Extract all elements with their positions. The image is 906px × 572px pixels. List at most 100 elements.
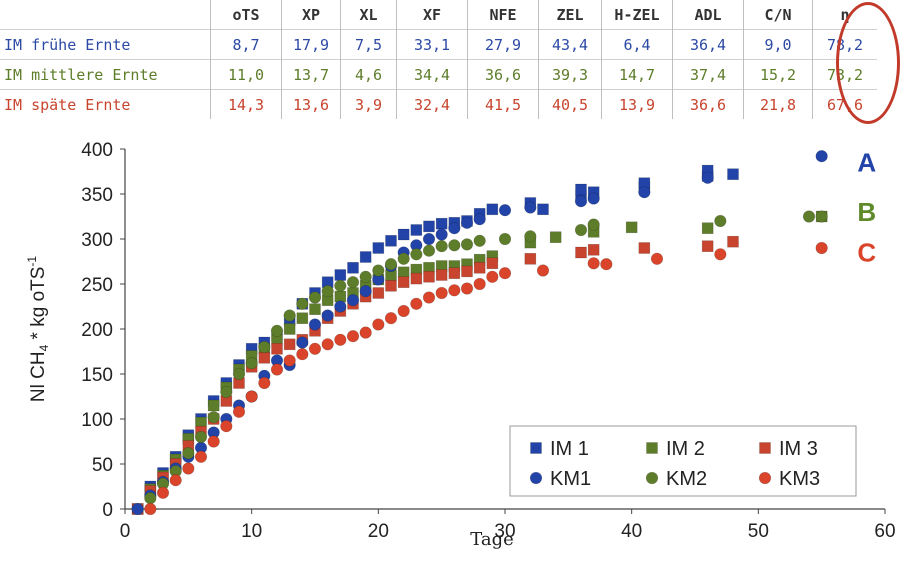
data-point xyxy=(549,231,562,243)
table-cell: 36,4 xyxy=(672,29,744,60)
data-point xyxy=(334,279,347,292)
y-tick-label: 250 xyxy=(81,275,113,296)
data-point xyxy=(410,224,423,236)
table-header-cell: ADL xyxy=(672,0,744,30)
table-cell: 11,0 xyxy=(210,59,282,90)
data-point xyxy=(600,258,613,271)
data-point xyxy=(587,192,600,205)
data-point xyxy=(473,277,486,291)
table-cell: 4,6 xyxy=(340,59,397,90)
data-point xyxy=(384,258,398,271)
data-point xyxy=(270,363,284,376)
data-point xyxy=(473,213,486,226)
data-point xyxy=(296,312,309,324)
parameter-table-grid: oTS XP XL XF NFE ZEL H-ZEL ADL C/N η IM frühe Ernt… xyxy=(0,0,877,119)
data-point xyxy=(815,150,828,163)
data-point xyxy=(207,435,220,448)
legend-label: KM2 xyxy=(666,468,707,490)
table-row-label: IM mittlere Ernte xyxy=(0,59,211,90)
data-point xyxy=(435,217,448,230)
table-row: IM späte Ernte 14,3 13,6 3,9 32,4 41,5 40,5 13,… xyxy=(0,89,877,119)
data-point xyxy=(245,357,258,370)
data-point xyxy=(283,323,296,335)
data-point xyxy=(334,269,347,281)
data-point xyxy=(359,326,372,339)
data-point xyxy=(575,246,587,259)
data-point xyxy=(220,385,233,399)
data-point xyxy=(587,257,600,270)
data-point xyxy=(308,318,322,331)
x-tick-label: 0 xyxy=(120,521,131,542)
table-cell: 13,7 xyxy=(281,59,341,90)
legend-marker xyxy=(530,442,542,454)
table-cell: 14,7 xyxy=(601,59,673,90)
table-cell: 36,6 xyxy=(672,89,744,119)
data-point xyxy=(498,267,512,280)
data-point xyxy=(802,210,816,223)
chart-labels: Tage Nl CH4 * kg oTS-1 ABC xyxy=(25,148,876,551)
data-point xyxy=(727,168,739,181)
data-point xyxy=(321,338,334,351)
x-tick-label: 40 xyxy=(621,521,642,542)
y-tick-label: 150 xyxy=(81,365,113,386)
data-point xyxy=(638,186,651,199)
data-point xyxy=(650,252,664,265)
y-tick-label: 50 xyxy=(92,455,113,476)
data-point xyxy=(638,242,651,254)
x-tick-label: 30 xyxy=(494,521,515,542)
x-axis-label: Tage xyxy=(470,529,514,550)
y-tick-label: 200 xyxy=(81,320,113,341)
curve-label: C xyxy=(857,238,876,268)
data-point xyxy=(448,284,461,297)
data-point xyxy=(587,244,600,256)
curve-label: B xyxy=(857,197,876,227)
table-header-cell: XL xyxy=(340,0,397,30)
data-point xyxy=(448,267,461,279)
methane-yield-chart: 0 10 20 30 40 50 60 0 50 100 150 200 250 300 350 400 IM… xyxy=(25,140,896,551)
data-point xyxy=(359,251,372,263)
data-point xyxy=(384,312,398,325)
data-point xyxy=(169,474,182,487)
data-point xyxy=(435,240,448,253)
y-tick-label: 400 xyxy=(81,140,113,161)
legend-marker xyxy=(759,442,771,454)
y-axis-label-sub: 4 xyxy=(37,344,51,351)
data-point xyxy=(486,257,499,270)
data-point xyxy=(423,271,435,283)
table-header-cell: oTS xyxy=(210,0,282,30)
table-cell: 43,4 xyxy=(538,29,602,60)
table-cell: 6,4 xyxy=(601,29,673,60)
data-point xyxy=(207,399,220,412)
data-point xyxy=(182,447,195,460)
legend-label: IM 2 xyxy=(666,438,705,460)
legend-label: KM3 xyxy=(779,468,820,490)
data-point xyxy=(321,285,334,298)
data-point xyxy=(258,352,271,364)
y-axis-label-sup: -1 xyxy=(25,256,39,267)
data-point xyxy=(397,276,410,288)
data-point xyxy=(346,294,360,307)
table-cell: 9,0 xyxy=(743,29,813,60)
table-cell: 13,9 xyxy=(601,89,673,119)
data-point xyxy=(308,291,322,304)
data-point xyxy=(473,262,486,274)
data-point xyxy=(385,235,397,247)
data-point xyxy=(182,462,195,475)
data-point xyxy=(359,285,372,298)
data-point xyxy=(714,248,727,261)
data-point xyxy=(625,221,638,234)
table-cell: 27,9 xyxy=(467,29,539,60)
data-point xyxy=(359,270,372,283)
data-point xyxy=(271,343,283,355)
y-tick-label: 300 xyxy=(81,230,113,251)
table-header-cell: ZEL xyxy=(538,0,602,30)
table-cell: 7,5 xyxy=(340,29,397,60)
data-point xyxy=(461,265,473,278)
y-tick-label: 350 xyxy=(81,185,113,206)
data-point xyxy=(270,324,284,337)
table-cell: 37,4 xyxy=(672,59,744,90)
y-axis-label: Nl CH4 * kg oTS-1 xyxy=(25,256,51,403)
data-point xyxy=(385,280,397,292)
data-point xyxy=(460,216,474,229)
data-point xyxy=(296,336,309,349)
